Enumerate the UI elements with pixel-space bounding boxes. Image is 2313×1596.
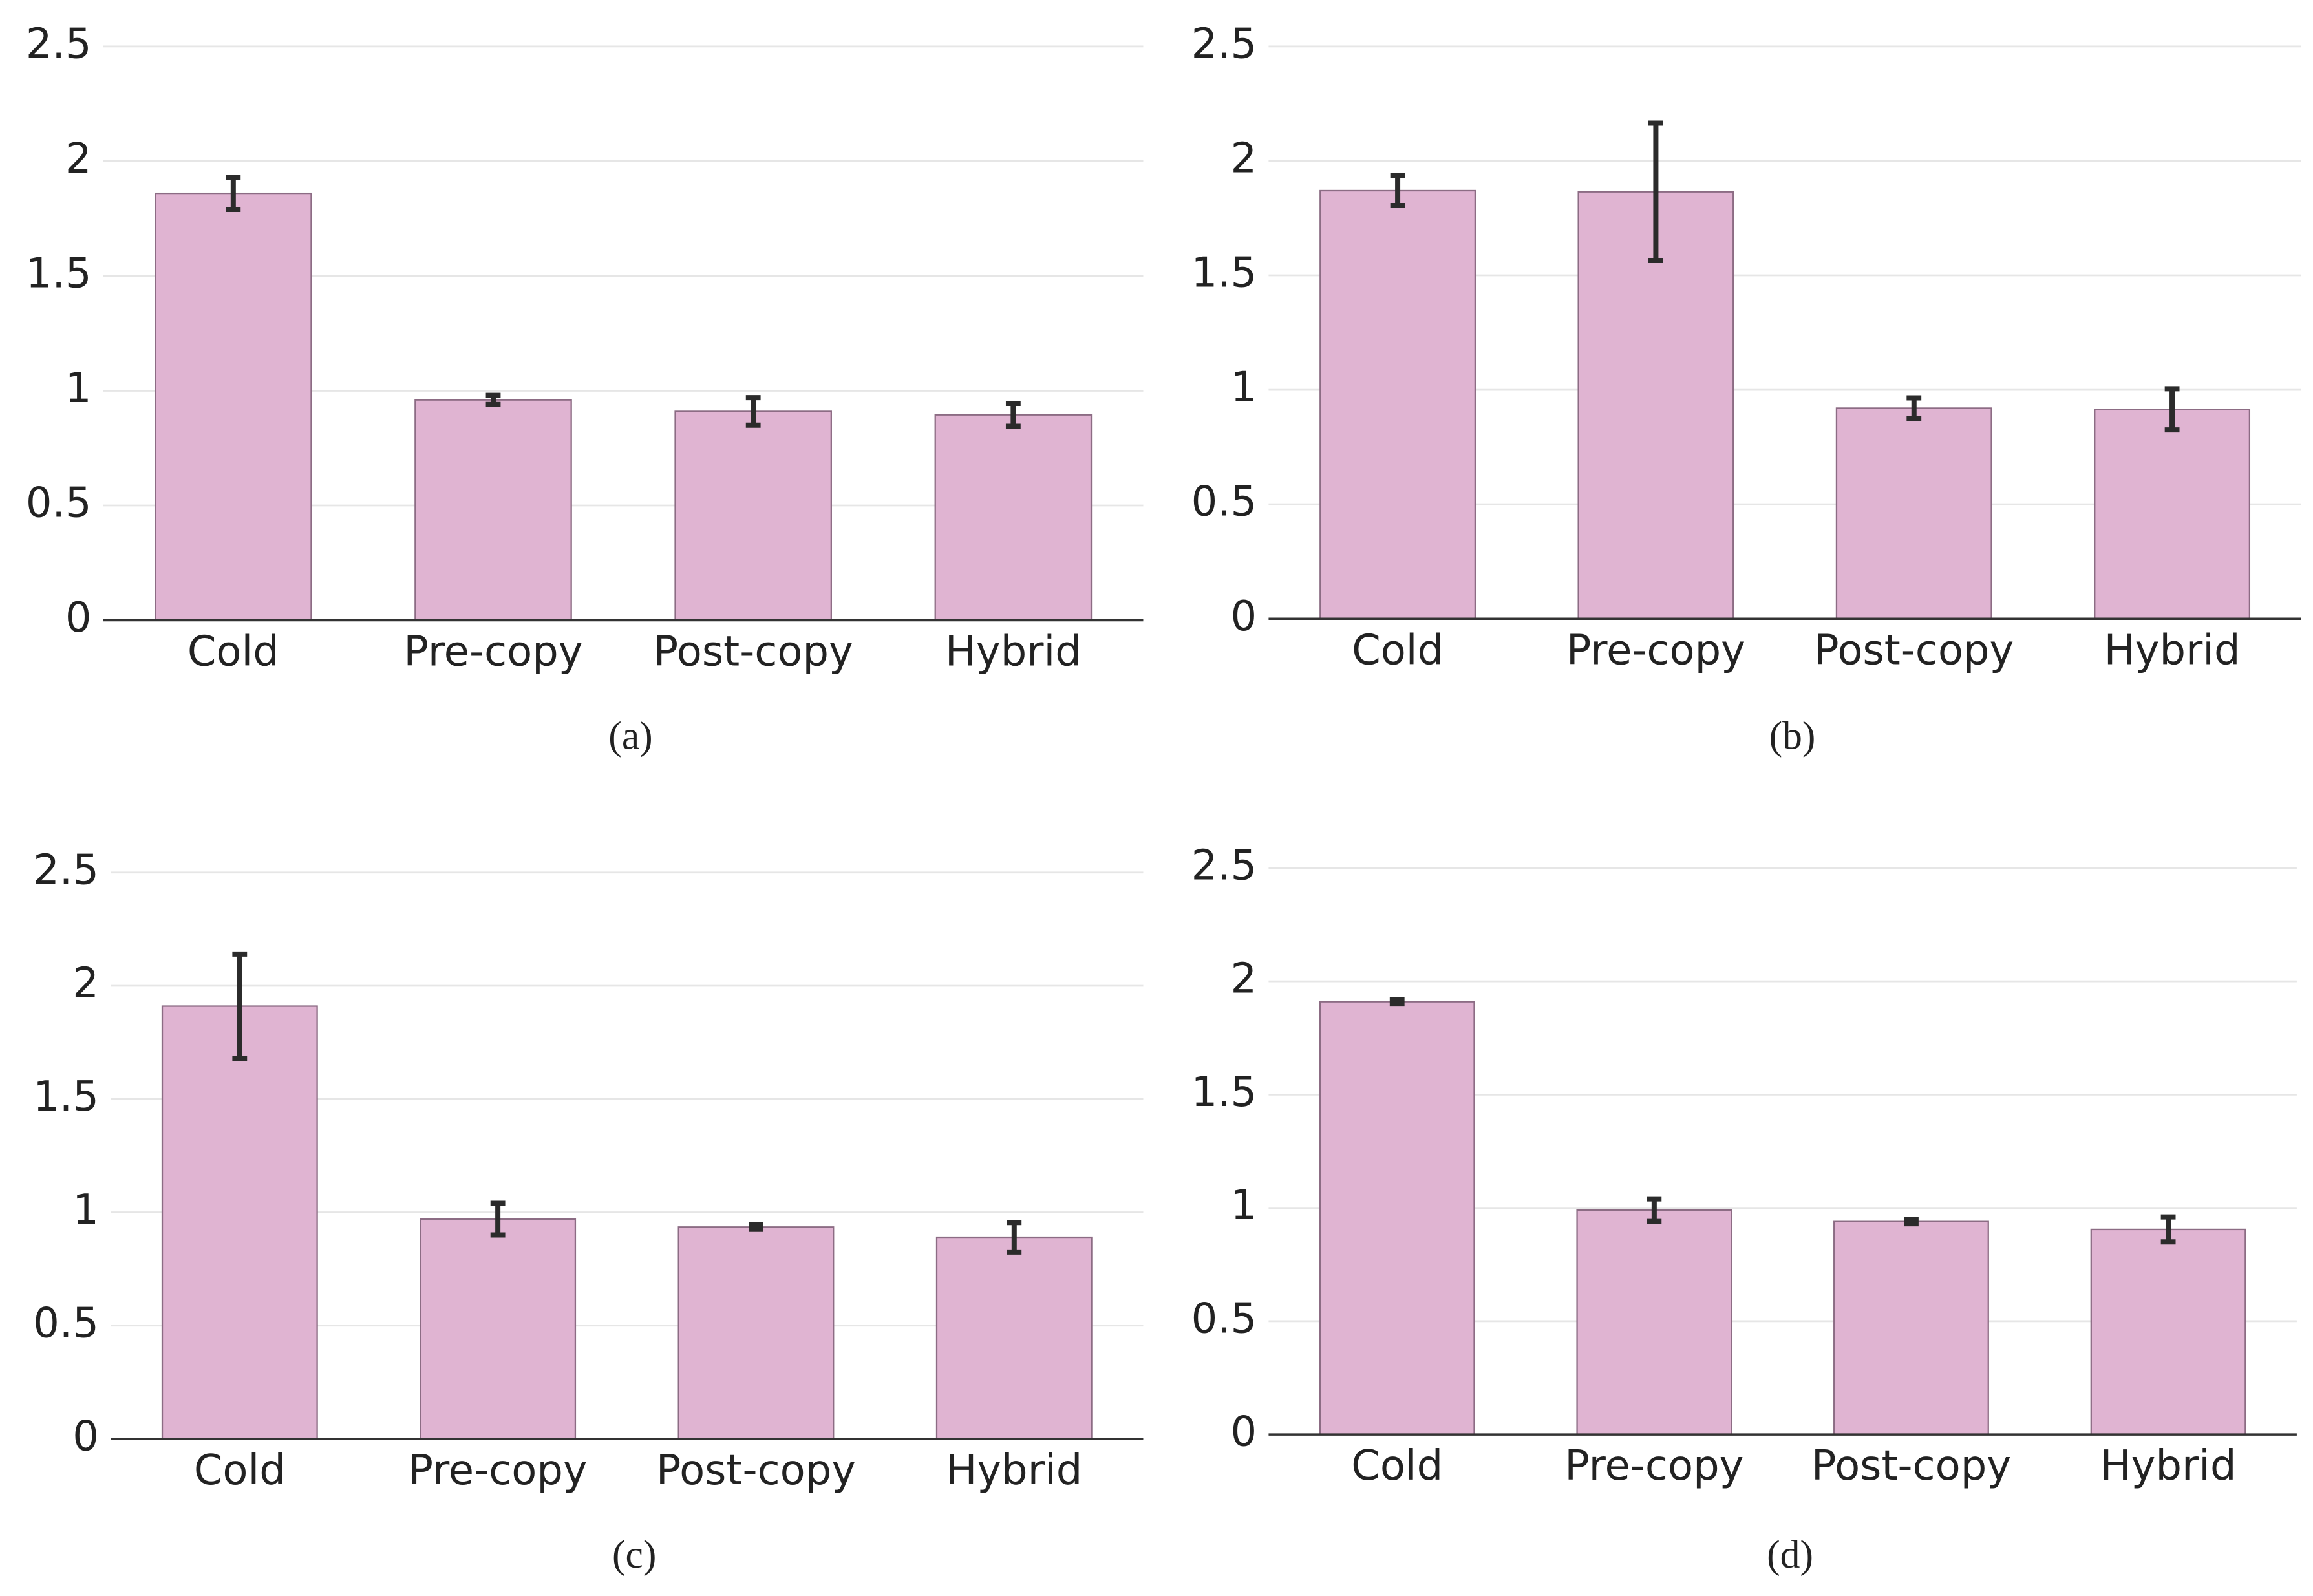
- bar: [1319, 1001, 1475, 1436]
- bar: [1835, 407, 1992, 620]
- error-bar: [1390, 173, 1405, 209]
- bar: [161, 1005, 318, 1440]
- x-tick-label: Post-copy: [656, 1447, 856, 1495]
- y-tick-label: 1.5: [1191, 250, 1257, 297]
- y-tick-label: 0: [72, 1413, 99, 1461]
- y-tick-label: 1: [1231, 1182, 1257, 1229]
- y-tick-label: 2: [65, 135, 92, 183]
- y-tick-label: 2.5: [1191, 842, 1257, 889]
- y-tick-label: 2: [1231, 955, 1257, 1003]
- y-tick-label: 0.5: [33, 1299, 99, 1347]
- bar: [934, 414, 1093, 621]
- bar: [1576, 1209, 1732, 1436]
- y-tick-label: 2.5: [26, 20, 92, 68]
- x-tick-label: Hybrid: [2104, 626, 2241, 674]
- y-tick-label: 1.5: [33, 1073, 99, 1121]
- y-tick-label: 0.5: [1191, 478, 1257, 526]
- caption: (d): [1767, 1533, 1813, 1577]
- caption: (c): [612, 1533, 656, 1577]
- x-tick-label: Hybrid: [2100, 1442, 2237, 1490]
- y-tick-label: 0.5: [1191, 1295, 1257, 1343]
- x-tick-label: Pre-copy: [403, 628, 582, 676]
- error-bar: [232, 951, 248, 1061]
- error-bar: [1906, 395, 1922, 421]
- error-bar: [1389, 997, 1405, 1007]
- error-bar: [749, 1222, 763, 1232]
- bar: [1833, 1220, 1989, 1436]
- bar: [677, 1226, 835, 1440]
- bar: [674, 410, 832, 621]
- x-tick-label: Pre-copy: [409, 1447, 588, 1495]
- y-tick-label: 0: [1231, 593, 1257, 641]
- y-tick-label: 2.5: [33, 846, 99, 894]
- x-tick-label: Post-copy: [654, 628, 853, 676]
- caption: (b): [1769, 714, 1816, 758]
- caption: (a): [608, 714, 652, 758]
- x-tick-label: Cold: [194, 1447, 286, 1495]
- error-bar: [2164, 386, 2180, 433]
- bar: [420, 1218, 577, 1440]
- bar: [1319, 189, 1476, 620]
- error-bar: [226, 175, 241, 212]
- y-tick-label: 1.5: [26, 250, 92, 298]
- y-tick-label: 1: [65, 365, 92, 412]
- x-tick-label: Hybrid: [946, 1447, 1082, 1495]
- error-bar: [490, 1200, 506, 1238]
- error-bar: [1005, 401, 1021, 429]
- y-tick-label: 1.5: [1191, 1069, 1257, 1116]
- error-bar: [1648, 120, 1663, 264]
- y-tick-label: 2: [72, 960, 99, 1008]
- bar: [2090, 1228, 2246, 1436]
- error-bar: [1904, 1217, 1919, 1227]
- error-bar: [745, 395, 761, 428]
- bar: [155, 192, 312, 621]
- x-tick-label: Cold: [1352, 626, 1444, 674]
- y-tick-label: 1: [1231, 364, 1257, 412]
- bar: [414, 399, 572, 621]
- y-tick-label: 0: [65, 594, 92, 642]
- x-tick-label: Post-copy: [1811, 1442, 2011, 1490]
- y-tick-label: 0.5: [26, 480, 92, 527]
- x-tick-label: Cold: [187, 628, 279, 676]
- x-tick-label: Post-copy: [1814, 626, 2014, 674]
- x-tick-label: Hybrid: [945, 628, 1082, 676]
- x-tick-label: Pre-copy: [1566, 626, 1745, 674]
- error-bar: [2160, 1214, 2176, 1245]
- x-tick-label: Pre-copy: [1564, 1442, 1743, 1490]
- bar: [2094, 409, 2251, 620]
- error-bar: [1007, 1220, 1022, 1255]
- bar: [935, 1236, 1093, 1440]
- error-bar: [485, 392, 501, 407]
- error-bar: [1647, 1196, 1662, 1224]
- y-tick-label: 2.5: [1191, 20, 1257, 68]
- y-tick-label: 0: [1231, 1409, 1257, 1456]
- y-tick-label: 1: [72, 1186, 99, 1234]
- y-tick-label: 2: [1231, 135, 1257, 183]
- x-tick-label: Cold: [1351, 1442, 1443, 1490]
